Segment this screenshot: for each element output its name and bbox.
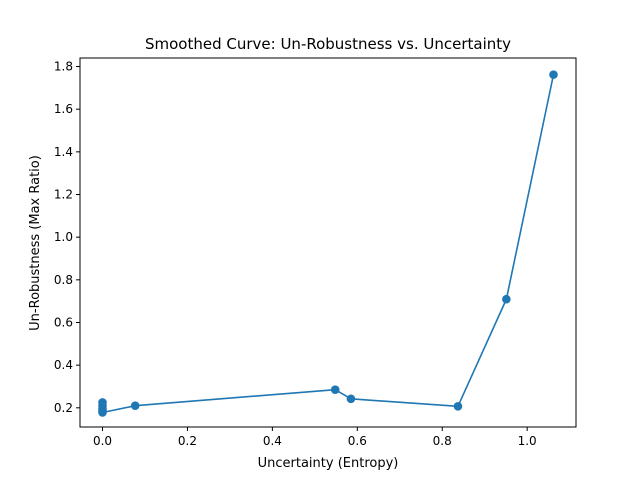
data-point [98, 408, 107, 417]
x-tick-label: 0.4 [263, 434, 282, 448]
y-tick-label: 1.8 [54, 60, 73, 74]
y-tick-label: 1.0 [54, 230, 73, 244]
data-point [130, 401, 140, 410]
x-tick-label: 0.6 [348, 434, 367, 448]
y-tick-label: 0.2 [54, 401, 73, 415]
y-tick-label: 1.6 [54, 102, 73, 116]
x-tick-label: 1.0 [518, 434, 537, 448]
axes-frame [79, 57, 577, 428]
y-tick-label: 0.6 [54, 315, 73, 329]
y-tick-label: 1.2 [54, 188, 73, 202]
x-axis-label: Uncertainty (Entropy) [258, 456, 399, 471]
x-tick-label: 0.0 [93, 434, 112, 448]
y-axis-label: Un-Robustness (Max Ratio) [28, 155, 43, 331]
data-point [453, 402, 463, 411]
x-tick-label: 0.2 [178, 434, 197, 448]
data-point [330, 385, 340, 394]
y-tick-label: 0.4 [54, 358, 73, 372]
data-point [502, 294, 511, 304]
y-tick-label: 0.8 [54, 273, 73, 287]
x-tick-label: 0.8 [433, 434, 452, 448]
data-point [549, 70, 558, 79]
plot-area: 0.0 0.2 0.4 0.6 0.8 1.0 0.2 0.4 0.6 0.8 1.0 1.2 1.4 1… [54, 57, 577, 448]
y-tick-label: 1.4 [54, 145, 73, 159]
chart-title: Smoothed Curve: Un-Robustness vs. Uncert… [145, 35, 511, 53]
data-point [346, 394, 356, 404]
